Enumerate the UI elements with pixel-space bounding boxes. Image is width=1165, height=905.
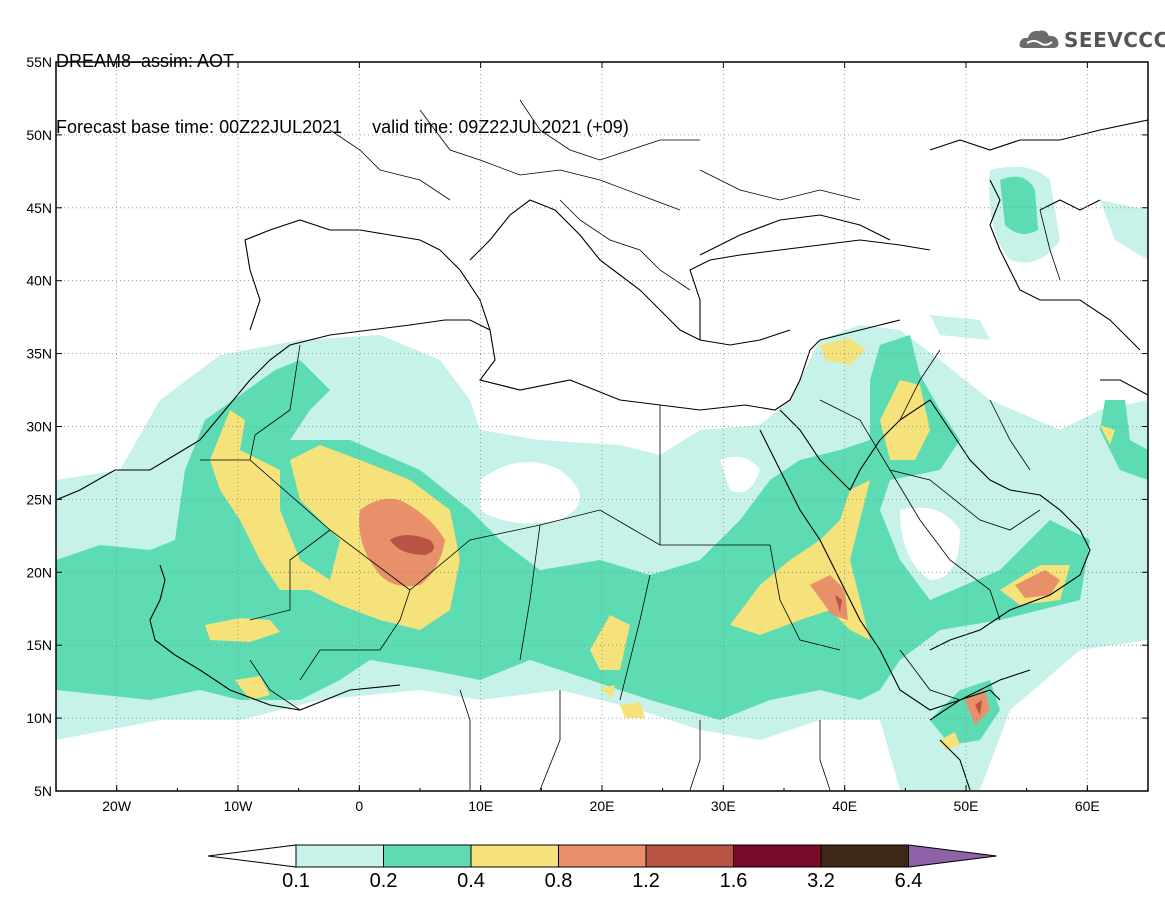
country-borders [200,99,1061,791]
colorbar-swatch [645,844,734,868]
lat-label: 55N [26,54,52,70]
valid-time: valid time: 09Z22JUL2021 (+09) [372,117,629,137]
axis-labels: 55N 50N 45N 40N 35N 30N 25N 20N 15N 10N 5N 20W 10W 0 1… [26,54,1099,814]
lat-label: 40N [26,273,52,289]
axis-ticks [55,61,1149,792]
colorbar-swatch [470,844,559,868]
colorbar-label: 1.2 [632,870,660,892]
colorbar-label: 0.1 [282,870,310,892]
title-line-1: DREAM8–assim: AOT [56,51,235,71]
colorbar-arrow-low [207,844,297,868]
lat-label: 45N [26,200,52,216]
lon-label: 50E [954,798,979,814]
colorbar-label: 0.4 [457,870,485,892]
colorbar-swatch [295,844,384,868]
coastlines [56,119,1148,791]
lon-label: 60E [1075,798,1100,814]
graticule [56,62,1148,791]
lat-label: 15N [26,637,52,653]
colorbar-swatch [820,844,909,868]
lon-label: 10W [224,798,254,814]
lat-label: 25N [26,491,52,507]
colorbar-label: 1.6 [720,870,748,892]
colorbar-swatch [558,844,647,868]
lon-label: 40E [832,798,857,814]
lat-label: 30N [26,419,52,435]
aot-clear-areas [480,456,960,580]
lon-label: 30E [711,798,736,814]
base-time: Forecast base time: 00Z22JUL2021 [56,117,343,137]
lat-label: 10N [26,710,52,726]
lon-label: 20E [590,798,615,814]
seevccc-logo: SEEVCCC [1018,24,1165,54]
title-line-2: Forecast base time: 00Z22JUL2021 valid t… [56,116,629,138]
lat-label: 50N [26,127,52,143]
colorbar-label: 3.2 [807,870,835,892]
aot-level-1-2 [390,535,982,715]
colorbar: 0.1 0.2 0.4 0.8 1.2 1.6 3.2 6.4 [207,844,997,892]
colorbar-label: 0.8 [545,870,573,892]
lon-label: 10E [468,798,493,814]
map-title: DREAM8–assim: AOT Forecast base time: 00… [56,6,629,160]
lat-label: 5N [34,783,52,799]
lon-label: 0 [355,798,363,814]
logo-text: SEEVCCC [1064,28,1165,52]
lat-label: 35N [26,346,52,362]
colorbar-swatch [733,844,822,868]
lon-label: 20W [102,798,132,814]
colorbar-label: 6.4 [895,870,923,892]
lat-label: 20N [26,564,52,580]
aot-fields [56,166,1148,790]
cloud-logo-icon [1019,30,1059,48]
colorbar-label: 0.2 [370,870,398,892]
colorbar-swatch [383,844,472,868]
colorbar-arrow-high [908,844,997,868]
